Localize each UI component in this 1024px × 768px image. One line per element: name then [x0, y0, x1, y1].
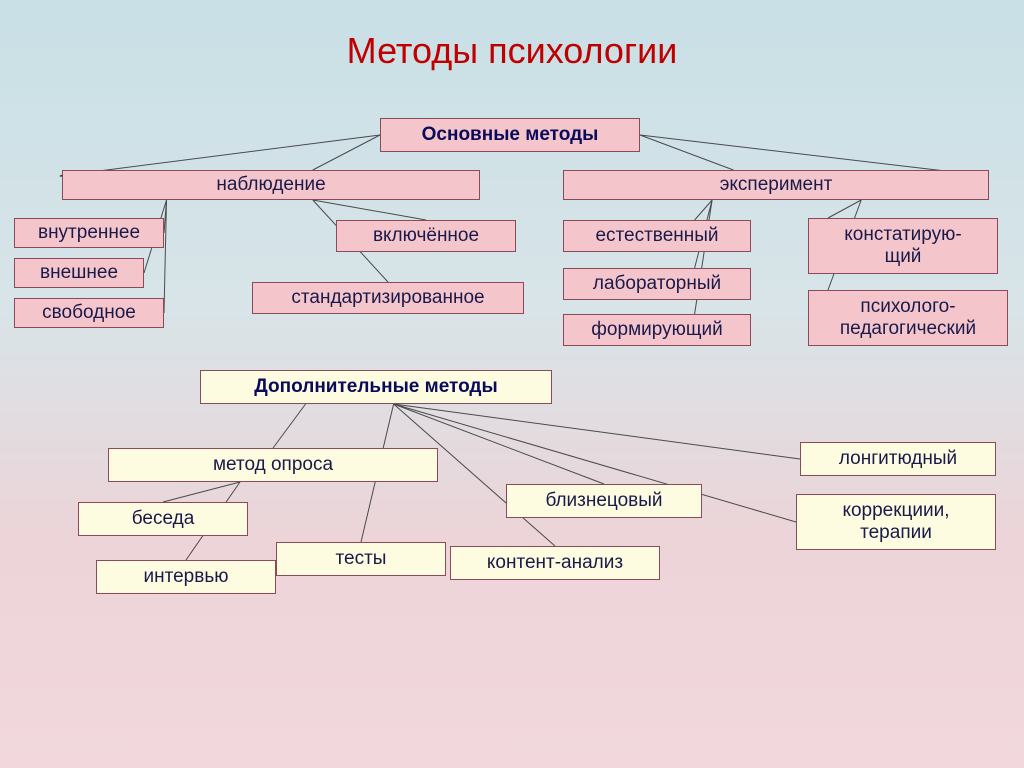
node-experiment: эксперимент — [563, 170, 989, 200]
node-exp_nat: естественный — [563, 220, 751, 252]
node-exp_pp: психолого- педагогический — [808, 290, 1008, 346]
node-main_root: Основные методы — [380, 118, 640, 152]
node-long: лонгитюдный — [800, 442, 996, 476]
node-content: контент-анализ — [450, 546, 660, 580]
node-exp_lab: лабораторный — [563, 268, 751, 300]
node-tests: тесты — [276, 542, 446, 576]
node-obs_outer: внешнее — [14, 258, 144, 288]
node-therapy: коррекциии, терапии — [796, 494, 996, 550]
node-interview: интервью — [96, 560, 276, 594]
node-obs_std: стандартизированное — [252, 282, 524, 314]
node-talk: беседа — [78, 502, 248, 536]
node-twin: близнецовый — [506, 484, 702, 518]
node-aux_root: Дополнительные методы — [200, 370, 552, 404]
node-obs_free: свободное — [14, 298, 164, 328]
node-observation: наблюдение — [62, 170, 480, 200]
node-survey: метод опроса — [108, 448, 438, 482]
node-obs_inner: внутреннее — [14, 218, 164, 248]
node-obs_incl: включённое — [336, 220, 516, 252]
node-exp_const: констатирую- щий — [808, 218, 998, 274]
node-exp_form: формирующий — [563, 314, 751, 346]
diagram-title: Методы психологии — [0, 30, 1024, 72]
